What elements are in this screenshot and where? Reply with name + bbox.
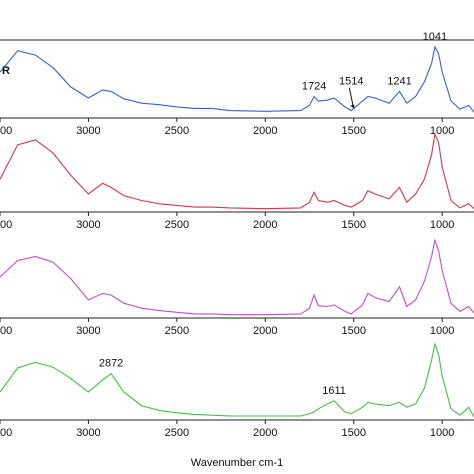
x-tick-label: 2500 [165,125,189,137]
x-tick-label: 2000 [253,219,277,231]
x-tick-label: 1500 [341,427,365,439]
peak-label: 2872 [99,358,123,370]
x-tick-label: 1500 [341,219,365,231]
x-tick-label: 3500 [0,427,12,439]
x-tick-label: 3500 [0,325,12,337]
spectrum-line [0,132,474,210]
peak-arrow-head [350,104,355,109]
x-tick-label: 3000 [76,427,100,439]
peak-arrow [348,87,354,107]
x-tick-label: 1000 [430,219,454,231]
x-tick-label: 2000 [253,325,277,337]
peak-label: 1241 [387,75,411,87]
spectrum-line [0,238,474,316]
spectrum-line [0,45,474,113]
peak-label: 1724 [302,81,326,93]
x-tick-label: 1000 [430,427,454,439]
x-tick-label: 3000 [76,219,100,231]
x-tick-label: 2000 [253,125,277,137]
x-tick-label: 2500 [165,219,189,231]
x-tick-label: 1000 [430,125,454,137]
x-tick-label: 1500 [341,125,365,137]
x-tick-label: 2500 [165,427,189,439]
side-label: R [2,65,10,77]
x-tick-label: 3000 [76,325,100,337]
peak-label: 1041 [423,31,447,43]
peak-label: 1514 [339,76,363,88]
x-tick-label: 1000 [430,325,454,337]
x-tick-label: 3500 [0,219,12,231]
x-tick-label: 1500 [341,325,365,337]
x-tick-label: 3000 [76,125,100,137]
x-axis-label: Wavenumber cm-1 [191,457,284,469]
x-tick-label: 2000 [253,427,277,439]
x-tick-label: 2500 [165,325,189,337]
x-tick-label: 3500 [0,125,12,137]
spectrum-line [0,341,474,418]
peak-label: 1611 [322,385,346,397]
